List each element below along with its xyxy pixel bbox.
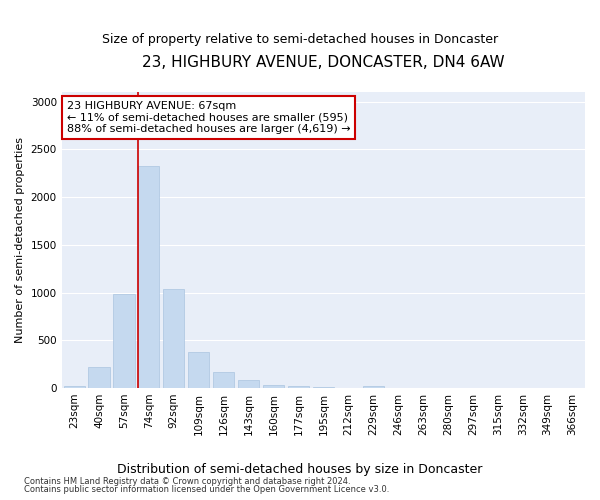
Y-axis label: Number of semi-detached properties: Number of semi-detached properties	[15, 137, 25, 343]
Text: Contains HM Land Registry data © Crown copyright and database right 2024.: Contains HM Land Registry data © Crown c…	[24, 477, 350, 486]
Bar	[163, 288, 184, 388]
Title: 23, HIGHBURY AVENUE, DONCASTER, DN4 6AW: 23, HIGHBURY AVENUE, DONCASTER, DN4 6AW	[142, 55, 505, 70]
Text: Size of property relative to semi-detached houses in Doncaster: Size of property relative to semi-detach…	[102, 32, 498, 46]
Bar	[113, 294, 134, 388]
Bar	[188, 352, 209, 388]
Bar	[88, 367, 110, 388]
Bar	[213, 372, 234, 388]
Text: Distribution of semi-detached houses by size in Doncaster: Distribution of semi-detached houses by …	[118, 462, 482, 475]
Text: Contains public sector information licensed under the Open Government Licence v3: Contains public sector information licen…	[24, 485, 389, 494]
Bar	[238, 380, 259, 388]
Bar	[138, 166, 160, 388]
Bar	[313, 387, 334, 388]
Bar	[362, 386, 384, 388]
Text: 23 HIGHBURY AVENUE: 67sqm
← 11% of semi-detached houses are smaller (595)
88% of: 23 HIGHBURY AVENUE: 67sqm ← 11% of semi-…	[67, 101, 350, 134]
Bar	[64, 386, 85, 388]
Bar	[263, 384, 284, 388]
Bar	[288, 386, 309, 388]
